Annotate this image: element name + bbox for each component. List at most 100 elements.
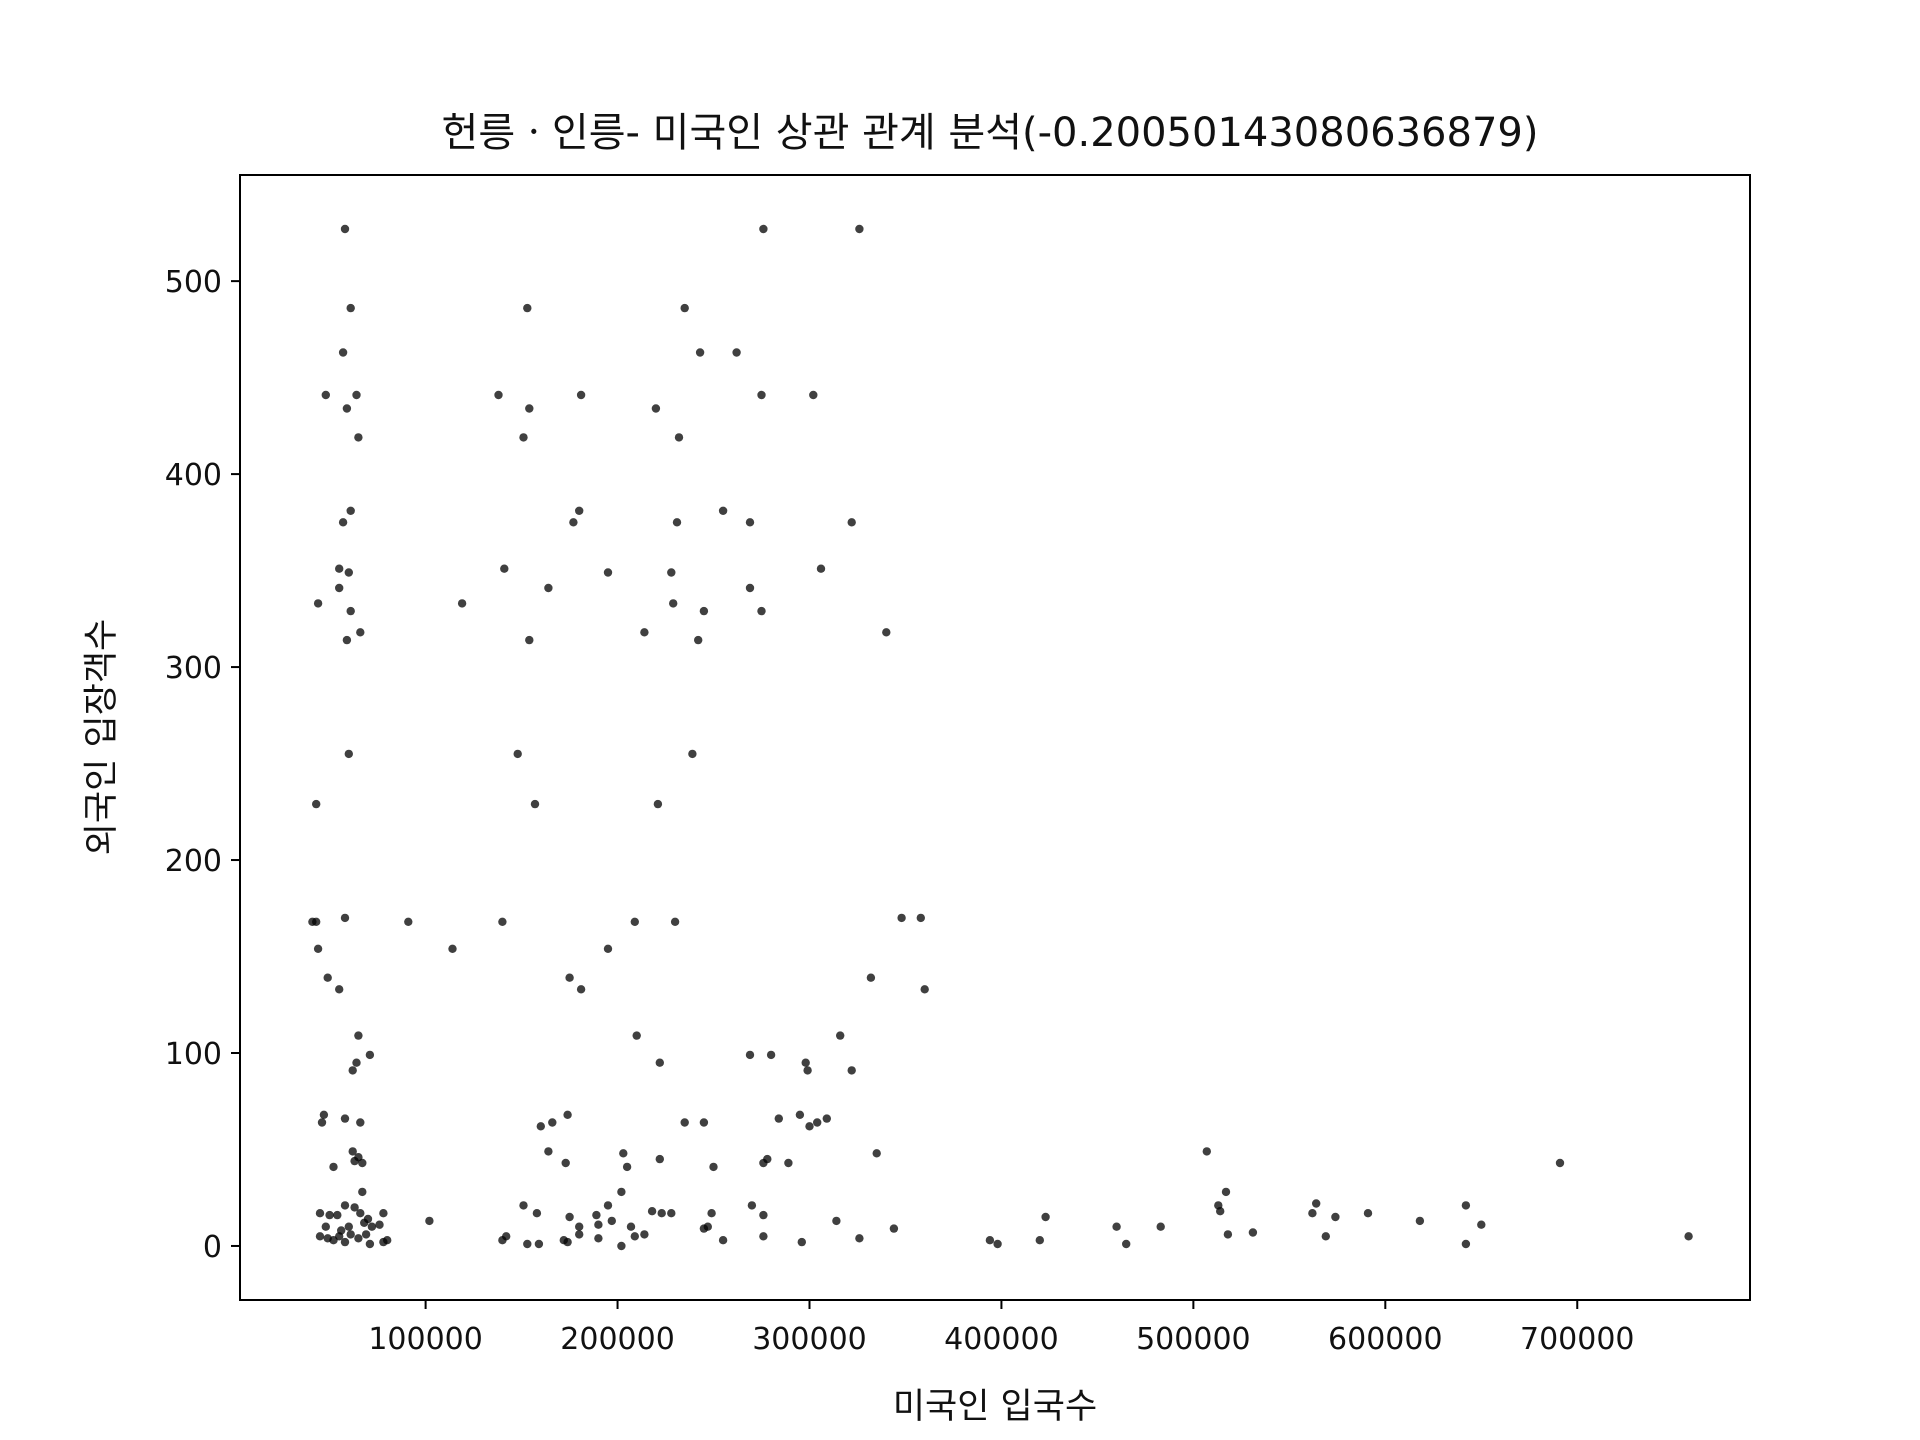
y-tick-label: 400 [165,458,222,493]
data-point-109 [655,1154,664,1164]
data-point-44 [356,628,365,637]
data-point-151 [1477,1220,1486,1229]
y-axis-ticks: 0 100 200 300 400 500 [165,265,240,1265]
data-point-66 [448,944,457,953]
data-point-22 [575,506,584,515]
y-tick-label: 300 [165,651,222,686]
y-axis-label: 외국인 입장객수 [82,619,122,856]
x-tick-label: 500000 [1136,1322,1251,1357]
data-point-15 [342,404,352,413]
y-tick-label: 200 [165,844,222,879]
data-point-152 [321,1222,330,1231]
data-point-138 [607,1216,616,1226]
data-point-117 [358,1187,367,1197]
data-point-140 [657,1209,666,1218]
data-point-94 [699,1118,709,1127]
data-point-162 [703,1222,712,1231]
data-point-156 [367,1222,377,1231]
data-point-174 [361,1230,371,1239]
data-point-187 [630,1232,639,1241]
data-point-8 [732,348,741,357]
x-tick-label: 600000 [1328,1322,1443,1357]
data-point-196 [1122,1239,1131,1249]
data-point-54 [530,799,540,809]
data-point-46 [882,628,891,637]
data-point-1 [759,224,768,234]
data-point-166 [1248,1228,1258,1237]
data-point-91 [548,1118,557,1127]
data-point-159 [594,1220,603,1229]
data-point-198 [1321,1232,1331,1241]
data-point-127 [1461,1201,1471,1210]
data-point-38 [313,599,323,608]
data-point-155 [360,1218,369,1228]
data-point-25 [569,518,578,527]
data-point-197 [1223,1230,1233,1239]
data-point-181 [534,1239,544,1249]
data-point-50 [344,749,353,759]
data-point-58 [340,913,350,923]
data-point-17 [651,404,661,413]
data-point-37 [745,583,755,593]
data-point-28 [847,518,856,527]
y-tick-label: 100 [165,1037,222,1072]
data-point-77 [365,1050,375,1060]
x-tick-label: 100000 [368,1322,483,1357]
data-point-76 [836,1031,845,1040]
data-point-144 [832,1216,841,1226]
data-point-112 [759,1158,768,1168]
data-point-43 [757,606,766,616]
data-point-2 [855,224,864,234]
data-point-5 [680,303,689,313]
data-point-14 [809,390,818,400]
data-point-160 [626,1222,636,1231]
data-point-154 [344,1222,353,1231]
data-point-3 [346,303,355,313]
data-point-167 [315,1232,325,1241]
data-point-7 [695,348,705,357]
data-point-119 [1221,1187,1231,1197]
data-point-70 [866,973,876,982]
data-point-105 [544,1147,553,1156]
data-point-188 [640,1230,649,1239]
data-point-128 [315,1209,325,1218]
data-point-121 [350,1203,359,1212]
data-point-48 [525,635,534,645]
data-point-49 [694,635,703,645]
data-point-40 [669,599,678,608]
data-point-136 [565,1212,574,1222]
data-point-170 [335,1232,344,1241]
data-point-158 [575,1222,584,1231]
data-point-191 [797,1237,806,1247]
data-point-47 [342,635,352,645]
data-point-142 [707,1209,716,1218]
data-point-110 [709,1162,718,1172]
data-point-104 [329,1162,338,1172]
data-point-115 [1202,1147,1212,1156]
x-axis-ticks: 100000 200000 300000 400000 500000 600000 7000… [368,1300,1635,1357]
x-tick-label: 700000 [1520,1322,1635,1357]
data-point-68 [323,973,332,982]
data-point-0 [340,224,350,234]
data-point-143 [759,1210,768,1220]
data-point-13 [757,390,766,400]
data-point-59 [404,917,413,926]
data-point-36 [544,583,553,593]
data-point-42 [699,606,709,616]
data-point-26 [672,518,682,527]
data-point-137 [592,1210,601,1220]
x-tick-label: 200000 [560,1322,675,1357]
x-axis-label: 미국인 입국수 [893,1387,1097,1427]
data-point-16 [525,404,534,413]
data-point-139 [647,1207,657,1216]
data-point-63 [897,913,906,923]
data-point-4 [523,303,532,313]
y-tick-label: 0 [203,1230,222,1265]
data-point-9 [321,390,330,400]
data-point-100 [348,1147,357,1156]
data-point-163 [889,1224,899,1233]
data-point-60 [498,917,507,926]
data-points [308,224,1693,1251]
data-point-129 [325,1210,334,1220]
data-point-35 [335,583,344,593]
